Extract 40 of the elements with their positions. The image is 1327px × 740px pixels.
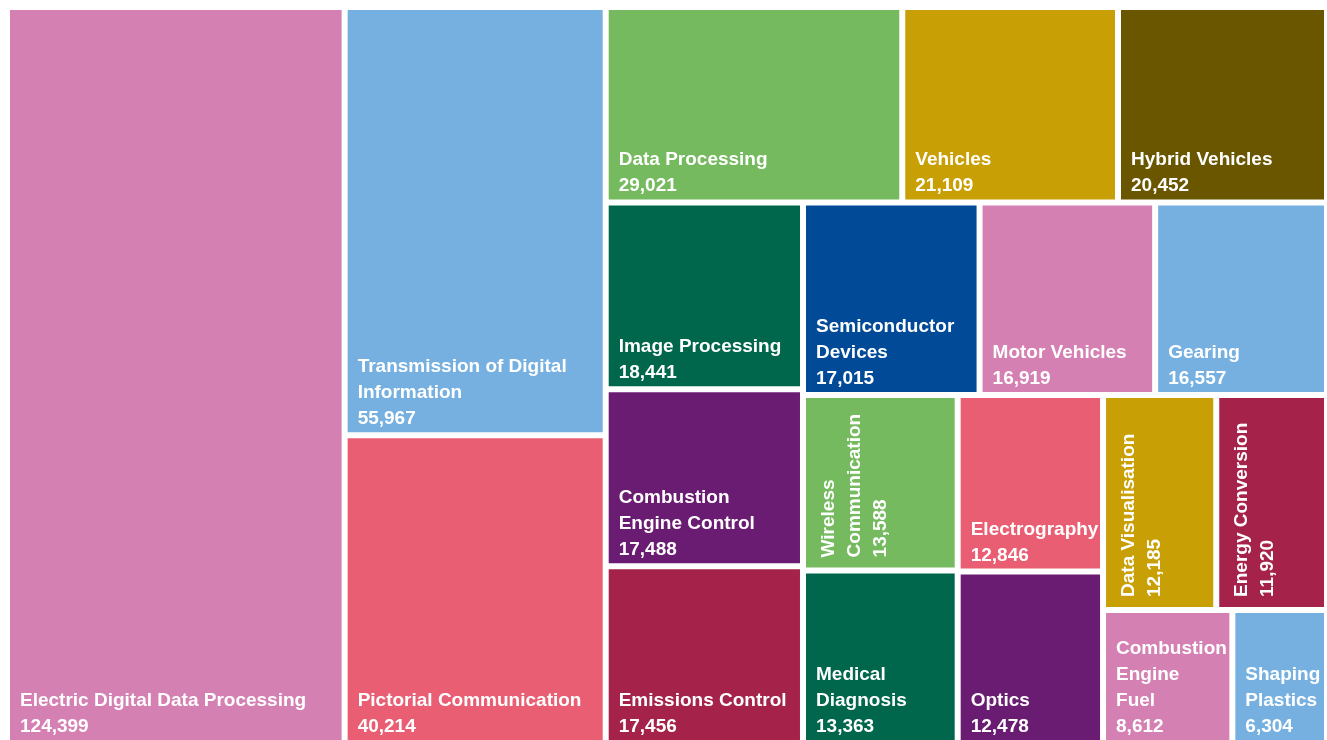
data-label: 17,488 <box>618 538 677 560</box>
data-label: 12,846 <box>970 543 1029 565</box>
category-label: Data Visualisation <box>1117 433 1139 597</box>
data-label: 20,452 <box>1130 174 1190 196</box>
data-label: 11,920 <box>1256 539 1278 597</box>
category-label: Optics <box>970 689 1030 710</box>
data-label: 12,478 <box>970 715 1029 736</box>
category-label: Gearing <box>1168 340 1240 362</box>
category-label: Data Processing <box>618 148 768 170</box>
category-label: Pictorial Communication <box>357 689 582 710</box>
data-label: 18,441 <box>618 361 678 383</box>
data-label: 12,185 <box>1143 538 1165 597</box>
category-label: Vehicles <box>915 148 992 170</box>
data-label: 40,214 <box>357 715 417 736</box>
data-label: 55,967 <box>357 407 416 429</box>
data-label: 13,363 <box>815 715 875 736</box>
category-label: Medical Diagnosis <box>815 663 907 710</box>
data-label: 21,109 <box>915 174 974 196</box>
data-label: 13,588 <box>868 499 890 558</box>
data-label: 17,015 <box>815 366 875 388</box>
data-label: 16,557 <box>1168 366 1227 388</box>
data-label: 17,456 <box>618 715 677 736</box>
data-label: 6,304 <box>1245 715 1294 736</box>
category-label: Image Processing <box>618 335 782 357</box>
category-label: Shaping Plastics <box>1245 663 1321 710</box>
category-label: Combustion Engine Fuel <box>1116 637 1227 710</box>
category-label: Hybrid Vehicles <box>1130 148 1273 170</box>
category-label: Semiconductor Devices <box>815 314 955 362</box>
category-label: Emissions Control <box>618 689 787 710</box>
category-label: Combustion Engine Control <box>618 486 755 534</box>
data-label: 16,919 <box>992 366 1051 388</box>
category-label: Wireless Communication <box>816 413 864 558</box>
category-label: Electrography <box>970 517 1099 539</box>
category-label: Transmission of Digital Information <box>357 355 567 403</box>
data-label: 124,399 <box>20 715 89 736</box>
category-label: Motor Vehicles <box>992 340 1127 362</box>
data-label: 29,021 <box>618 174 678 196</box>
category-label: Electric Digital Data Processing <box>20 689 307 710</box>
data-label: 8,612 <box>1116 715 1164 736</box>
category-label: Energy Conversion <box>1230 422 1252 597</box>
